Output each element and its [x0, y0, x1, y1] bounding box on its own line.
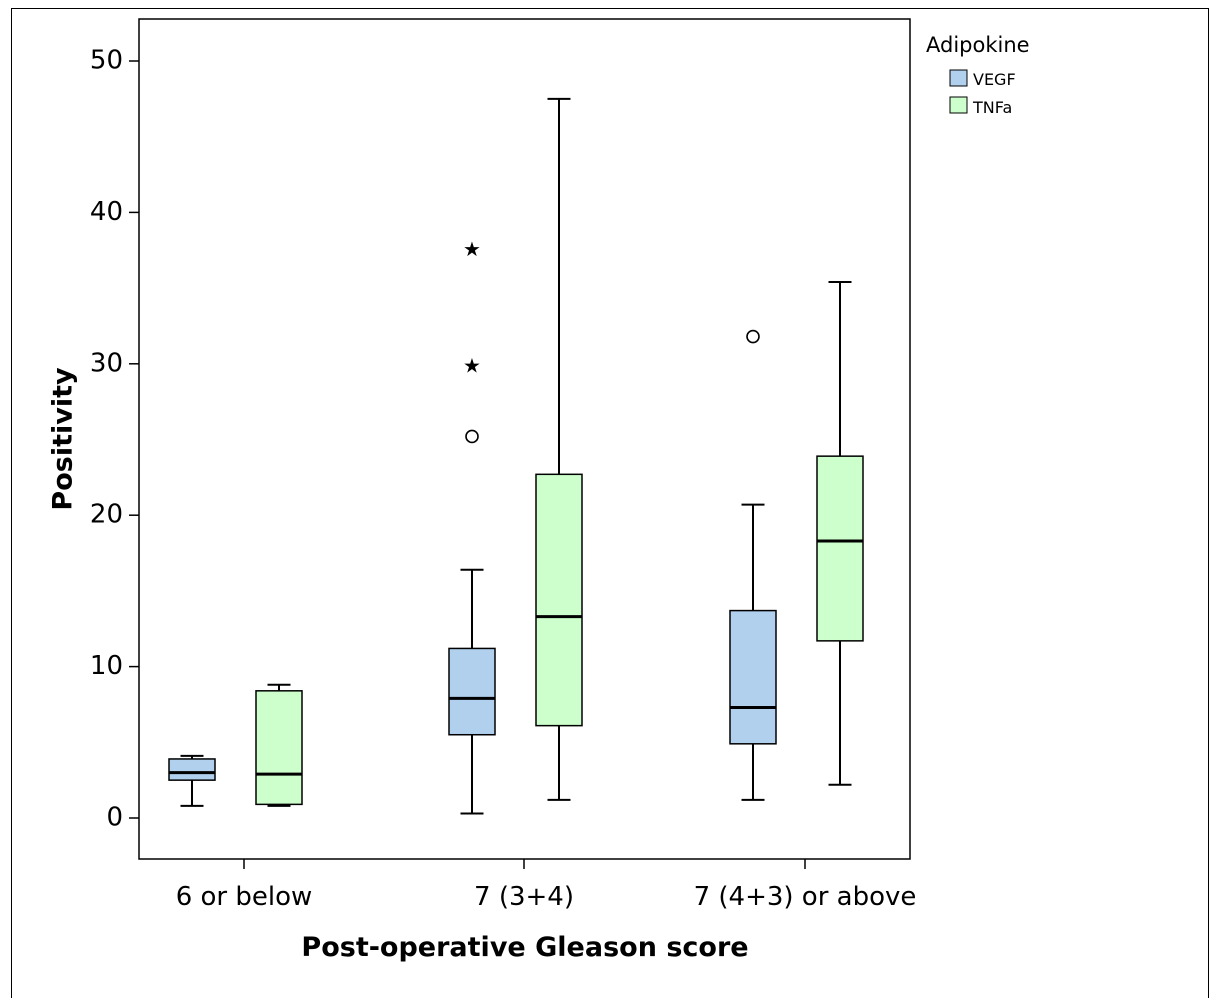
- legend-swatch-tnfa: [949, 96, 968, 114]
- legend-title: Adipokine: [926, 33, 1030, 57]
- box-vegf-1: ★★: [448, 237, 496, 815]
- plot-area: [138, 18, 911, 860]
- x-tick-label-0: 6 or below: [176, 882, 313, 912]
- y-tick-label-10: 10: [90, 651, 123, 681]
- x-tick-label-2: 7 (4+3) or above: [694, 882, 917, 912]
- box-tnfa-2: [816, 281, 864, 786]
- box-series: ★★: [168, 97, 864, 815]
- box-vegf-0: [168, 754, 216, 807]
- legend-label-vegf: VEGF: [973, 70, 1016, 89]
- legend-label-tnfa: TNFa: [972, 98, 1012, 117]
- box-iqr: [535, 473, 583, 727]
- box-iqr: [448, 647, 496, 736]
- box-tnfa-0: [255, 683, 303, 807]
- outlier-marker: [746, 329, 760, 344]
- x-axis-title: Post-operative Gleason score: [301, 932, 748, 963]
- y-axis: 0 10 20 30 40 50: [90, 46, 139, 833]
- y-tick-label-50: 50: [90, 46, 123, 76]
- y-tick-label-30: 30: [90, 348, 123, 378]
- y-tick-label-20: 20: [90, 500, 123, 530]
- legend: Adipokine VEGF TNFa: [926, 33, 1030, 117]
- box-iqr: [729, 609, 777, 745]
- box-iqr: [255, 690, 303, 806]
- extreme-marker: ★: [463, 237, 481, 261]
- y-axis-title: Positivity: [48, 367, 79, 511]
- box-tnfa-1: [535, 97, 583, 801]
- extreme-marker: ★: [463, 353, 481, 377]
- box-vegf-2: [729, 329, 777, 801]
- x-axis: 6 or below 7 (3+4) 7 (4+3) or above: [176, 859, 917, 912]
- x-tick-label-1: 7 (3+4): [474, 882, 574, 912]
- box-iqr: [816, 455, 864, 642]
- legend-swatch-vegf: [949, 69, 968, 87]
- outlier-marker: [465, 429, 479, 444]
- y-tick-label-0: 0: [106, 803, 123, 833]
- box-iqr: [168, 758, 216, 781]
- figure-frame: [11, 8, 1209, 998]
- y-tick-label-40: 40: [90, 197, 123, 227]
